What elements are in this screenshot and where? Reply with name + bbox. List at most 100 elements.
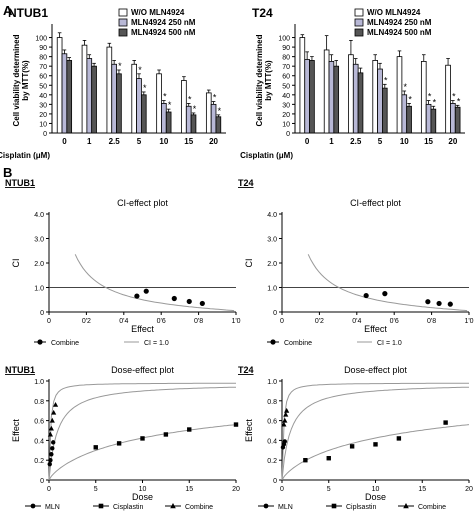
ntub1-dose-legend-label: MLN xyxy=(45,504,60,511)
ntub1-ci-legend-label-ci: CI = 1.0 xyxy=(144,340,169,347)
t24-ci-xtick-label: 0'4 xyxy=(352,318,361,325)
ntub1-bar-ytick-label: 20 xyxy=(39,112,47,119)
t24-ci-xlabel: Effect xyxy=(364,324,387,334)
ntub1-bar xyxy=(111,63,117,134)
ntub1-legend-label: W/O MLN4924 xyxy=(131,8,185,17)
t24-bar xyxy=(445,64,451,134)
t24-bar-significance-star: * xyxy=(408,94,412,104)
ntub1-bar-significance-star: * xyxy=(188,94,192,104)
t24-bar-ytick-label: 70 xyxy=(282,64,290,71)
ntub1-dose-xtick-label: 15 xyxy=(185,486,193,493)
t24-dose-legend-marker-combine xyxy=(403,503,409,509)
t24-bar-ytick-label: 0 xyxy=(286,131,290,138)
ntub1-dose-mln-fit-curve xyxy=(48,386,236,481)
ntub1-bar-significance-star: * xyxy=(138,65,142,75)
ntub1-dose-xtick-label: 20 xyxy=(232,486,240,493)
ntub1-bar-ytick-label: 60 xyxy=(39,74,47,81)
t24-dose-panel-label: T24 xyxy=(238,365,254,375)
ntub1-dose-legend-marker-combine xyxy=(170,503,176,509)
t24-bar xyxy=(454,106,461,134)
t24-dose-xtick-label: 15 xyxy=(418,486,426,493)
t24-ci-ci-fit-curve xyxy=(307,254,468,312)
ntub1-bar-ytick-label: 100 xyxy=(35,36,47,43)
t24-dose-legend-marker-cisplatin xyxy=(331,503,337,509)
ntub1-ci-xtick-label: 0'2 xyxy=(82,318,91,325)
ntub1-bar xyxy=(131,63,138,134)
t24-dose-xtick-label: 10 xyxy=(372,486,380,493)
ntub1-legend-label: MLN4924 250 nM xyxy=(131,18,196,27)
t24-bar xyxy=(352,63,359,134)
t24-bar xyxy=(309,60,315,134)
section-a-label: A xyxy=(3,3,13,18)
t24-ci-combine-point xyxy=(447,301,453,307)
ntub1-legend-swatch xyxy=(118,28,128,37)
ntub1-dose-mln-point xyxy=(48,458,53,463)
ntub1-bar-ytick-label: 50 xyxy=(39,83,47,90)
t24-dose-cisplatin-point xyxy=(396,436,402,441)
t24-dose-combine-point xyxy=(281,421,287,427)
t24-bar-ylabel-line1: Cell viability determined xyxy=(255,34,264,126)
ntub1-ci-ci-fit-curve xyxy=(74,254,235,312)
ntub1-dose-cisplatin-point xyxy=(116,441,122,446)
t24-ci-ytick-label: 2.0 xyxy=(267,261,277,268)
ntub1-bar-title: NTUB1 xyxy=(8,6,48,20)
t24-bar xyxy=(401,94,408,134)
ntub1-bar xyxy=(210,103,217,134)
t24-dose-ytick-label: 0 xyxy=(273,478,277,485)
t24-dose-ytick-label: 0.2 xyxy=(267,458,277,465)
ntub1-ci-legend-marker-combine xyxy=(37,339,43,345)
t24-dose-cisplatin-fit-curve xyxy=(281,424,470,481)
t24-bar-significance-star: * xyxy=(404,82,408,92)
t24-bar-ytick-label: 80 xyxy=(282,55,290,62)
ntub1-ci-combine-point xyxy=(134,293,140,299)
ntub1-dose-xtick-label: 10 xyxy=(139,486,147,493)
t24-dose-xtick-label: 20 xyxy=(465,486,473,493)
ntub1-dose-cisplatin-point xyxy=(187,427,192,432)
t24-legend-label: W/O MLN4924 xyxy=(367,8,421,17)
t24-bar xyxy=(377,68,383,134)
t24-dose-cisplatin-point xyxy=(303,458,308,463)
ntub1-dose-mln-point xyxy=(50,446,55,451)
t24-dose-legend-marker-mln xyxy=(263,503,269,509)
t24-dose-legend-label: Ciplsastin xyxy=(346,504,376,511)
t24-bar-significance-star: * xyxy=(457,96,461,106)
ntub1-dose-cisplatin-point xyxy=(140,436,145,441)
ntub1-ci-combine-point xyxy=(186,298,192,305)
t24-legend-swatch xyxy=(354,28,364,37)
ntub1-dose-ytick-label: 0.4 xyxy=(34,438,44,445)
ntub1-bar-xtick-label: 10 xyxy=(159,137,168,146)
t24-dose-combine-fit-curve xyxy=(281,382,469,481)
ntub1-ci-combine-point xyxy=(143,288,149,294)
t24-ci-xtick-label: 0'8 xyxy=(427,318,436,325)
ntub1-dose-combine-point xyxy=(48,425,54,431)
t24-legend-swatch xyxy=(354,18,364,27)
ntub1-dose-combine-point xyxy=(51,409,57,415)
ntub1-ci-xtick-label: 0'6 xyxy=(157,318,166,325)
t24-bar xyxy=(420,61,427,134)
ntub1-ci-combine-point xyxy=(171,295,177,302)
ntub1-dose-legend-label: Cisplastin xyxy=(113,504,143,511)
t24-bar-xtick-label: 1 xyxy=(329,137,334,146)
t24-bar-ytick-label: 90 xyxy=(282,45,290,52)
ntub1-bar xyxy=(165,111,172,134)
ntub1-bar-xlabel: Cisplatin (μM) xyxy=(0,151,50,160)
ntub1-dose-ytick-label: 0.8 xyxy=(34,399,44,406)
t24-ci-title: CI-effect plot xyxy=(350,198,401,208)
ntub1-ci-combine-point xyxy=(199,300,205,307)
t24-ci-xtick-label: 0'2 xyxy=(315,318,324,325)
ntub1-bar xyxy=(215,116,222,134)
ntub1-dose-mln-point xyxy=(51,440,56,445)
t24-bar-significance-star: * xyxy=(452,92,456,102)
ntub1-dose-cisplatin-point xyxy=(93,445,98,450)
t24-bar xyxy=(396,56,403,134)
section-b-label: B xyxy=(3,165,12,180)
ntub1-ci-panel-label: NTUB1 xyxy=(5,178,35,188)
ntub1-bar-ytick-label: 0 xyxy=(43,131,47,138)
t24-ci-ytick-label: 0 xyxy=(273,310,277,317)
t24-bar xyxy=(357,72,364,134)
ntub1-bar xyxy=(116,73,122,134)
t24-bar-xtick-label: 10 xyxy=(400,137,409,146)
t24-bar-title: T24 xyxy=(252,6,273,20)
ntub1-dose-mln-point xyxy=(47,461,52,467)
